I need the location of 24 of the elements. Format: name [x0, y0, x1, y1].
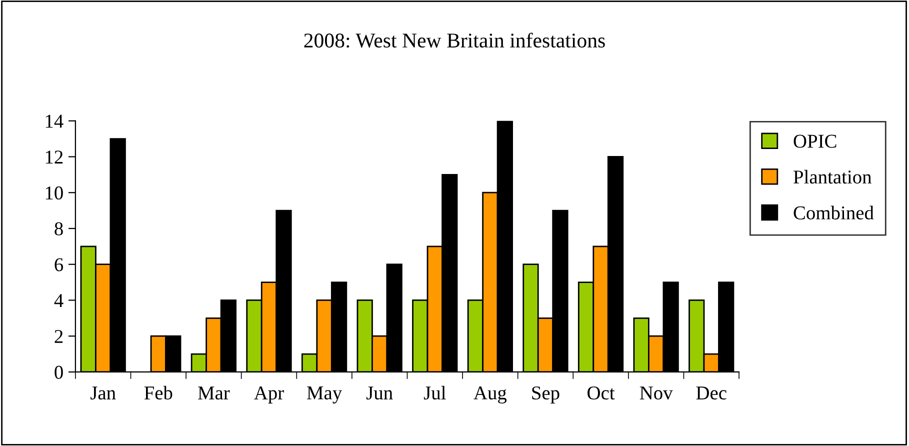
x-tick-label: Oct [588, 386, 615, 400]
y-tick-label: 6 [54, 258, 64, 272]
x-tick-label: Mar [198, 386, 230, 400]
x-tick-label: Feb [144, 386, 172, 400]
y-tick-label: 14 [46, 114, 64, 128]
x-tick-label: Jun [366, 386, 393, 400]
y-tick-label: 0 [54, 366, 63, 379]
x-tick-label: Jan [90, 386, 116, 400]
x-tick-label: Sep [532, 386, 560, 404]
x-tick-label: May [307, 386, 342, 404]
y-tick-label: 12 [46, 150, 63, 164]
legend-label: Plantation [794, 170, 872, 184]
legend-label: Combined [794, 206, 874, 220]
y-tick-label: 8 [54, 222, 63, 236]
y-tick-label: 4 [54, 294, 64, 307]
x-tick-label: Dec [696, 386, 726, 400]
x-tick-label: Jul [424, 386, 446, 400]
y-tick-label: 2 [54, 330, 63, 343]
x-tick-label: Apr [254, 386, 284, 404]
x-tick-label: Aug [474, 386, 507, 404]
x-tick-label: Nov [640, 386, 673, 400]
legend-label: OPIC [794, 134, 836, 148]
y-tick-label: 10 [46, 186, 63, 200]
chart-title: 2008: West New Britain infestations [304, 32, 605, 48]
